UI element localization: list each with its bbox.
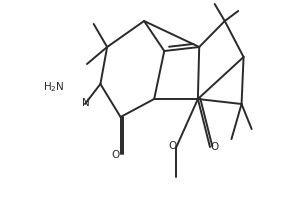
Text: O: O [169, 140, 177, 150]
Text: H$_2$N: H$_2$N [43, 80, 65, 93]
Text: N: N [82, 98, 90, 108]
Text: O: O [210, 141, 218, 151]
Text: O: O [111, 149, 120, 159]
